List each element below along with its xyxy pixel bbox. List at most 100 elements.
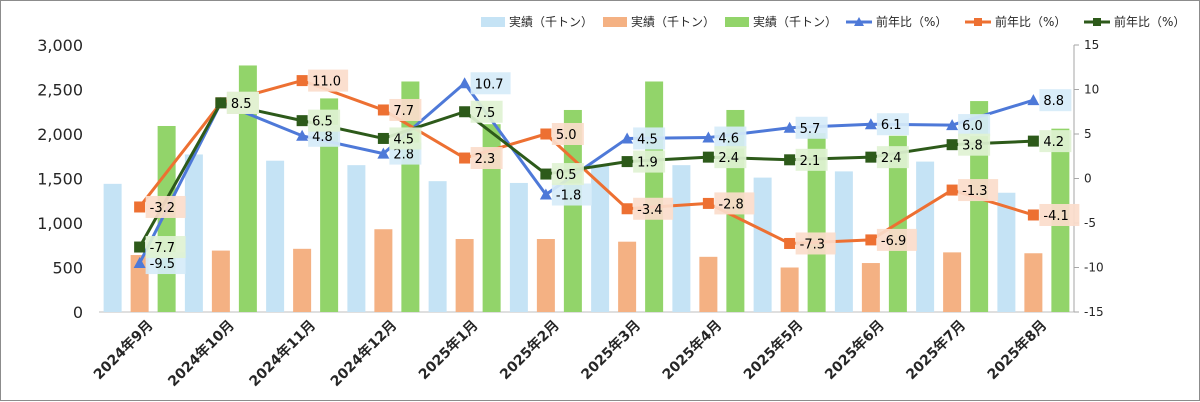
legend-marker (854, 17, 864, 26)
right-axis-tick-label: 10 (1084, 83, 1099, 97)
category-label: 2025年2月 (496, 317, 562, 383)
line-series-3-label-bg (1039, 130, 1072, 153)
line-series-1-marker (783, 121, 796, 133)
bar-series-1-bar (591, 164, 610, 312)
line-series-2-label-bg (389, 98, 422, 121)
line-series-2-marker (459, 152, 471, 164)
right-axis-tick-label: -15 (1084, 305, 1104, 319)
category-label: 2025年4月 (659, 317, 725, 383)
right-axis-tick-label: -5 (1084, 216, 1096, 230)
line-series-3-label-bg (958, 133, 991, 156)
line-series-1-data-label: 6.0 (962, 119, 983, 134)
category-label: 2025年8月 (984, 317, 1050, 383)
category-label: 2025年3月 (578, 317, 644, 383)
legend-line-label: 前年比（%） (995, 14, 1066, 29)
line-series-1-marker (702, 131, 715, 143)
line-series-3-data-label: 2.4 (718, 151, 739, 166)
right-axis-tick-label: 0 (1084, 172, 1092, 186)
line-series-2-data-label: -4.1 (1043, 209, 1068, 224)
category-label: 2025年7月 (903, 317, 969, 383)
bar-series-2-bar (780, 267, 799, 312)
line-series-3-marker (865, 151, 877, 163)
line-series-3-label-bg (714, 146, 747, 169)
line-series-1-marker (1027, 94, 1040, 106)
line-series-3-marker (1027, 135, 1039, 147)
category-label: 2025年6月 (821, 317, 887, 383)
line-series-3-marker (946, 139, 958, 151)
bar-series-2-bar (374, 229, 393, 312)
legend-bar-swatch (481, 17, 505, 27)
bar-series-1-bar (184, 154, 203, 312)
legend-bar-swatch (725, 17, 749, 27)
bar-series-2-bar (293, 248, 312, 312)
line-series-1-marker (864, 118, 877, 130)
line-series-2-data-label: -6.9 (881, 234, 906, 249)
bar-series-2-bar (861, 263, 880, 312)
line-series-3-label-bg (795, 148, 828, 171)
bar-series-1-bar (509, 182, 528, 312)
line-series-1-marker (621, 132, 634, 144)
left-axis-tick-label: 3,000 (37, 36, 83, 55)
line-series-3-data-label: 3.8 (962, 139, 983, 154)
line-series-1-data-label: 4.5 (637, 132, 658, 147)
bar-series-1-bar (347, 165, 366, 312)
line-series-2-data-label: 5.0 (556, 128, 577, 143)
line-series-3-label-bg (389, 127, 422, 150)
line-series-2-data-label: -3.4 (637, 203, 662, 218)
line-series-3-data-label: 1.9 (637, 156, 658, 171)
line-series-3-marker (134, 241, 146, 253)
line-series-3-marker (215, 97, 227, 109)
legend-marker (1093, 18, 1101, 26)
line-series-3-marker (621, 156, 633, 168)
line-series-1-label-bg (470, 72, 511, 95)
line-series-1-label-bg (633, 127, 666, 150)
left-axis-tick-label: 1,500 (37, 170, 83, 189)
line-series-2-label-bg (145, 195, 186, 218)
line-series-1-marker (458, 77, 471, 89)
line-series-1-label-bg (958, 114, 991, 137)
category-label: 2024年10月 (165, 317, 238, 390)
line-series-1-marker (296, 129, 309, 141)
line-series-2-label-bg (1039, 203, 1080, 226)
line-series-3-marker (296, 115, 308, 127)
line-series-3-data-label: 0.5 (556, 168, 577, 183)
line-series-1-label-bg (876, 113, 909, 136)
line-series-1-data-label: 4.8 (312, 130, 333, 145)
line-series-3-data-label: 6.5 (312, 115, 333, 130)
line-series-2-label-bg (958, 179, 999, 202)
bar-series-1-bar (753, 177, 772, 312)
line-series-3-label-bg (145, 236, 186, 259)
line-series-1-label-bg (551, 183, 592, 206)
line-series-3-data-label: 2.1 (800, 154, 821, 169)
legend-line-label: 前年比（%） (1114, 14, 1185, 29)
line-series-3-label-bg (633, 150, 666, 173)
line-series-3-marker (459, 106, 471, 118)
line-series-3-data-label: 4.2 (1043, 135, 1064, 150)
line-series-2-marker (540, 128, 552, 140)
line-series-2-label-bg (470, 147, 503, 170)
category-label: 2025年5月 (740, 317, 806, 383)
line-series-1-data-label: 6.1 (881, 118, 902, 133)
line-series-1-marker (133, 257, 146, 269)
line-series-2-marker (946, 184, 958, 196)
bar-series-1-bar (103, 183, 122, 312)
line-series-3-marker (377, 132, 389, 144)
line-series-3-label-bg (226, 91, 259, 114)
line-series-2-data-label: 11.0 (312, 75, 341, 90)
bar-series-2-bar (536, 239, 555, 312)
line-series-3-label-bg (308, 109, 341, 132)
line-series-1-marker (946, 119, 959, 131)
legend-marker (974, 18, 982, 26)
line-series-3-marker (702, 151, 714, 163)
line-series-2-label-bg (876, 228, 917, 251)
line-series-2-data-label: 2.3 (475, 152, 496, 167)
line-series-1-marker (377, 147, 390, 159)
line-series-2-data-label: -7.3 (800, 237, 825, 252)
line-series-1-data-label: 10.7 (475, 77, 504, 92)
bar-series-1-bar (997, 192, 1016, 312)
right-axis-tick-label: 5 (1084, 127, 1092, 141)
bar-series-3-bar (482, 124, 501, 313)
bar-series-2-bar (943, 252, 962, 312)
bar-series-1-bar (266, 160, 285, 312)
